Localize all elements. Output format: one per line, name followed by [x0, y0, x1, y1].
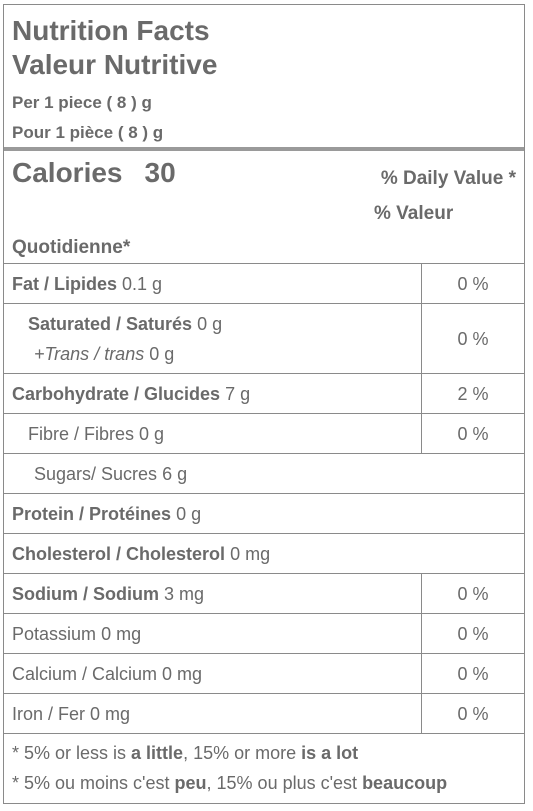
row-fat: Fat / Lipides 0.1 g 0 %	[4, 263, 524, 303]
serving-size-french: Pour 1 pièce ( 8 ) g	[12, 123, 164, 142]
title-english: Nutrition Facts	[12, 15, 210, 46]
iron-dv: 0 %	[421, 694, 524, 733]
potassium-label: Potassium 0 mg	[12, 624, 142, 644]
calories: Calories 30	[12, 157, 176, 189]
title-french: Valeur Nutritive	[12, 49, 218, 80]
calcium-label: Calcium / Calcium 0 mg	[12, 664, 203, 684]
sodium-label: Sodium / Sodium 3 mg	[12, 584, 205, 604]
fibre-label: Fibre / Fibres 0 g	[28, 424, 165, 444]
row-saturated-trans: Saturated / Saturés 0 g +Trans / trans 0…	[4, 303, 524, 373]
calories-value: 30	[144, 157, 176, 188]
daily-value-heading-fr-1: % Valeur	[374, 203, 454, 224]
thick-divider	[4, 147, 524, 151]
sugars-label: Sugars/ Sucres 6 g	[34, 464, 188, 484]
row-fibre: Fibre / Fibres 0 g 0 %	[4, 413, 524, 453]
nutrition-facts-label: Nutrition Facts Valeur Nutritive Per 1 p…	[3, 4, 525, 804]
calcium-dv: 0 %	[421, 654, 524, 693]
footnote-divider	[4, 733, 524, 734]
row-sugars: Sugars/ Sucres 6 g	[4, 453, 524, 493]
row-sodium: Sodium / Sodium 3 mg 0 %	[4, 573, 524, 613]
saturated-label: Saturated / Saturés 0 g	[28, 314, 223, 334]
iron-label: Iron / Fer 0 mg	[12, 704, 131, 724]
footnote-english: * 5% or less is a little, 15% or more is…	[12, 743, 359, 763]
footnote-french: * 5% ou moins c'est peu, 15% ou plus c'e…	[12, 773, 448, 793]
fibre-dv: 0 %	[421, 414, 524, 453]
daily-value-heading: % Daily Value *	[380, 168, 516, 189]
daily-value-heading-fr-2: Quotidienne*	[12, 237, 131, 258]
carbohydrate-label: Carbohydrate / Glucides 7 g	[12, 384, 251, 404]
row-carbohydrate: Carbohydrate / Glucides 7 g 2 %	[4, 373, 524, 413]
fat-label: Fat / Lipides 0.1 g	[12, 274, 163, 294]
potassium-dv: 0 %	[421, 614, 524, 653]
row-protein: Protein / Protéines 0 g	[4, 493, 524, 533]
row-cholesterol: Cholesterol / Cholesterol 0 mg	[4, 533, 524, 573]
row-calcium: Calcium / Calcium 0 mg 0 %	[4, 653, 524, 693]
row-potassium: Potassium 0 mg 0 %	[4, 613, 524, 653]
calories-label: Calories	[12, 157, 123, 188]
fat-dv: 0 %	[421, 264, 524, 303]
protein-label: Protein / Protéines 0 g	[12, 504, 202, 524]
serving-size-english: Per 1 piece ( 8 ) g	[12, 93, 152, 112]
cholesterol-label: Cholesterol / Cholesterol 0 mg	[12, 544, 271, 564]
saturated-trans-dv: 0 %	[421, 304, 524, 373]
trans-label: +Trans / trans 0 g	[34, 344, 175, 364]
row-iron: Iron / Fer 0 mg 0 %	[4, 693, 524, 733]
carbohydrate-dv: 2 %	[421, 374, 524, 413]
sodium-dv: 0 %	[421, 574, 524, 613]
